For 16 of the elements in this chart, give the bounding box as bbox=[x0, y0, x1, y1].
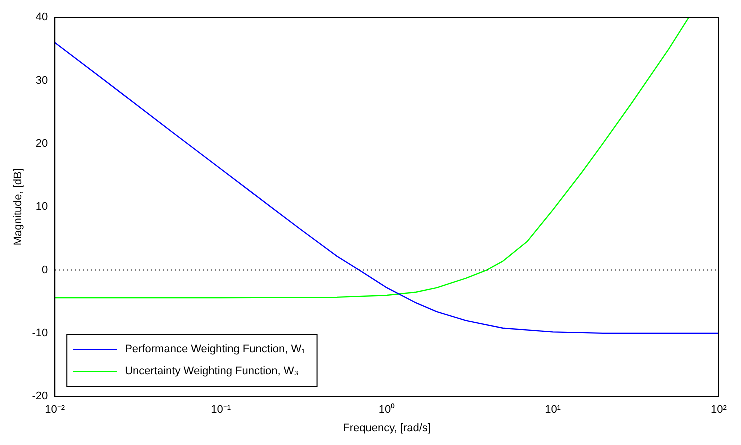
x-tick-label: 10¹ bbox=[545, 404, 562, 416]
legend-label: Performance Weighting Function, W₁ bbox=[125, 344, 306, 356]
x-tick-label: 10² bbox=[711, 404, 728, 416]
legend-label: Uncertainty Weighting Function, W₃ bbox=[125, 366, 299, 378]
y-tick-label: 30 bbox=[36, 74, 48, 87]
y-tick-label: 10 bbox=[36, 201, 48, 214]
x-tick-label: 10⁻¹ bbox=[211, 404, 232, 416]
y-tick-label: 40 bbox=[36, 12, 48, 24]
y-tick-label: 0 bbox=[42, 264, 48, 276]
y-tick-label: -20 bbox=[32, 390, 48, 403]
x-tick-label: 10⁻² bbox=[45, 404, 66, 416]
y-axis-title: Magnitude, [dB] bbox=[12, 168, 25, 246]
y-tick-label: -10 bbox=[32, 327, 48, 340]
x-tick-label: 10⁰ bbox=[378, 403, 396, 416]
x-axis-title: Frequency, [rad/s] bbox=[343, 422, 431, 434]
y-tick-label: 20 bbox=[36, 138, 48, 150]
